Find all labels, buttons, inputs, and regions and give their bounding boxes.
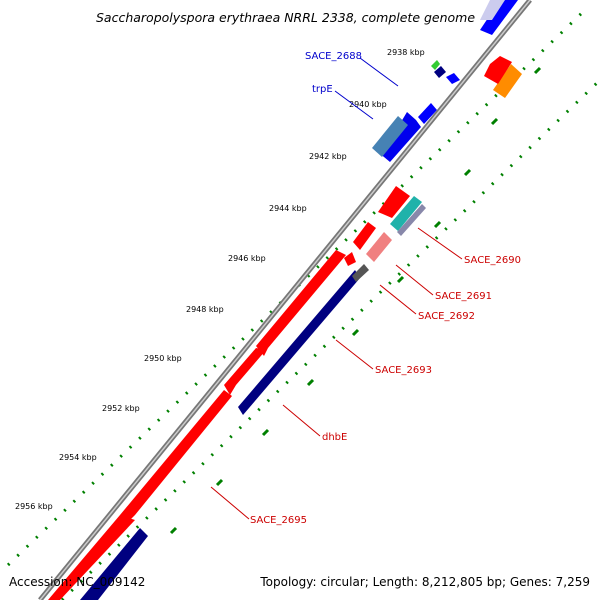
gene-label-sace-2693: SACE_2693 [375, 365, 432, 376]
gene-arrow [48, 515, 135, 600]
gene-arrow [80, 528, 148, 600]
tick-label: 2944 kbp [269, 204, 307, 213]
gene-labels: SACE_2688 trpE SACE_2690 SACE_2691 SACE_… [250, 51, 521, 526]
gene-label-dhbe: dhbE [322, 432, 347, 443]
major-ticks [169, 66, 542, 535]
gene-arrow [434, 66, 446, 78]
gene-arrow [378, 112, 421, 162]
gene-arrow [431, 60, 440, 70]
gene-arrow [256, 250, 346, 356]
gene-arrow [480, 0, 505, 20]
gene-arrow [390, 196, 422, 231]
gene-arrow [418, 103, 437, 124]
gene-arrow [120, 390, 232, 525]
tick-label: 2956 kbp [15, 502, 53, 511]
tick-labels: 2938 kbp 2940 kbp 2942 kbp 2944 kbp 2946… [15, 48, 425, 511]
tick-label: 2942 kbp [309, 152, 347, 161]
tick-label: 2954 kbp [59, 453, 97, 462]
gene-label-trpe: trpE [312, 84, 333, 95]
gene-arrow [397, 204, 426, 236]
topology-text: Topology: circular; Length: 8,212,805 bp… [259, 575, 590, 589]
forward-strand-genes [48, 56, 512, 600]
tick-label: 2938 kbp [387, 48, 425, 57]
gene-arrow [352, 264, 369, 282]
tick-label: 2946 kbp [228, 254, 266, 263]
gene-label-sace-2692: SACE_2692 [418, 311, 475, 322]
tick-label: 2948 kbp [186, 305, 224, 314]
gene-arrow [344, 252, 356, 266]
gene-arrow [378, 186, 410, 218]
leader-lines [210, 57, 463, 520]
tick-label: 2940 kbp [349, 100, 387, 109]
gene-arrow [480, 0, 518, 35]
gene-label-sace-2691: SACE_2691 [435, 291, 492, 302]
accession-text: Accession: NC_009142 [9, 575, 145, 589]
gene-arrow [493, 64, 522, 98]
gene-label-sace-2690: SACE_2690 [464, 255, 521, 266]
gene-arrow [372, 116, 408, 157]
map-title: Saccharopolyspora erythraea NRRL 2338, c… [96, 10, 475, 25]
tick-label: 2952 kbp [102, 404, 140, 413]
gene-label-sace-2695: SACE_2695 [250, 515, 307, 526]
genome-backbone-highlight [39, 0, 531, 600]
gene-label-sace-2688: SACE_2688 [305, 51, 362, 62]
reverse-strand-genes [80, 0, 522, 600]
gene-arrow [353, 222, 376, 250]
gene-arrow [484, 56, 512, 84]
gene-arrow [238, 270, 360, 415]
gene-arrow [224, 348, 266, 395]
gene-arrow [366, 232, 392, 262]
gene-arrow [446, 73, 460, 84]
tick-label: 2950 kbp [144, 354, 182, 363]
